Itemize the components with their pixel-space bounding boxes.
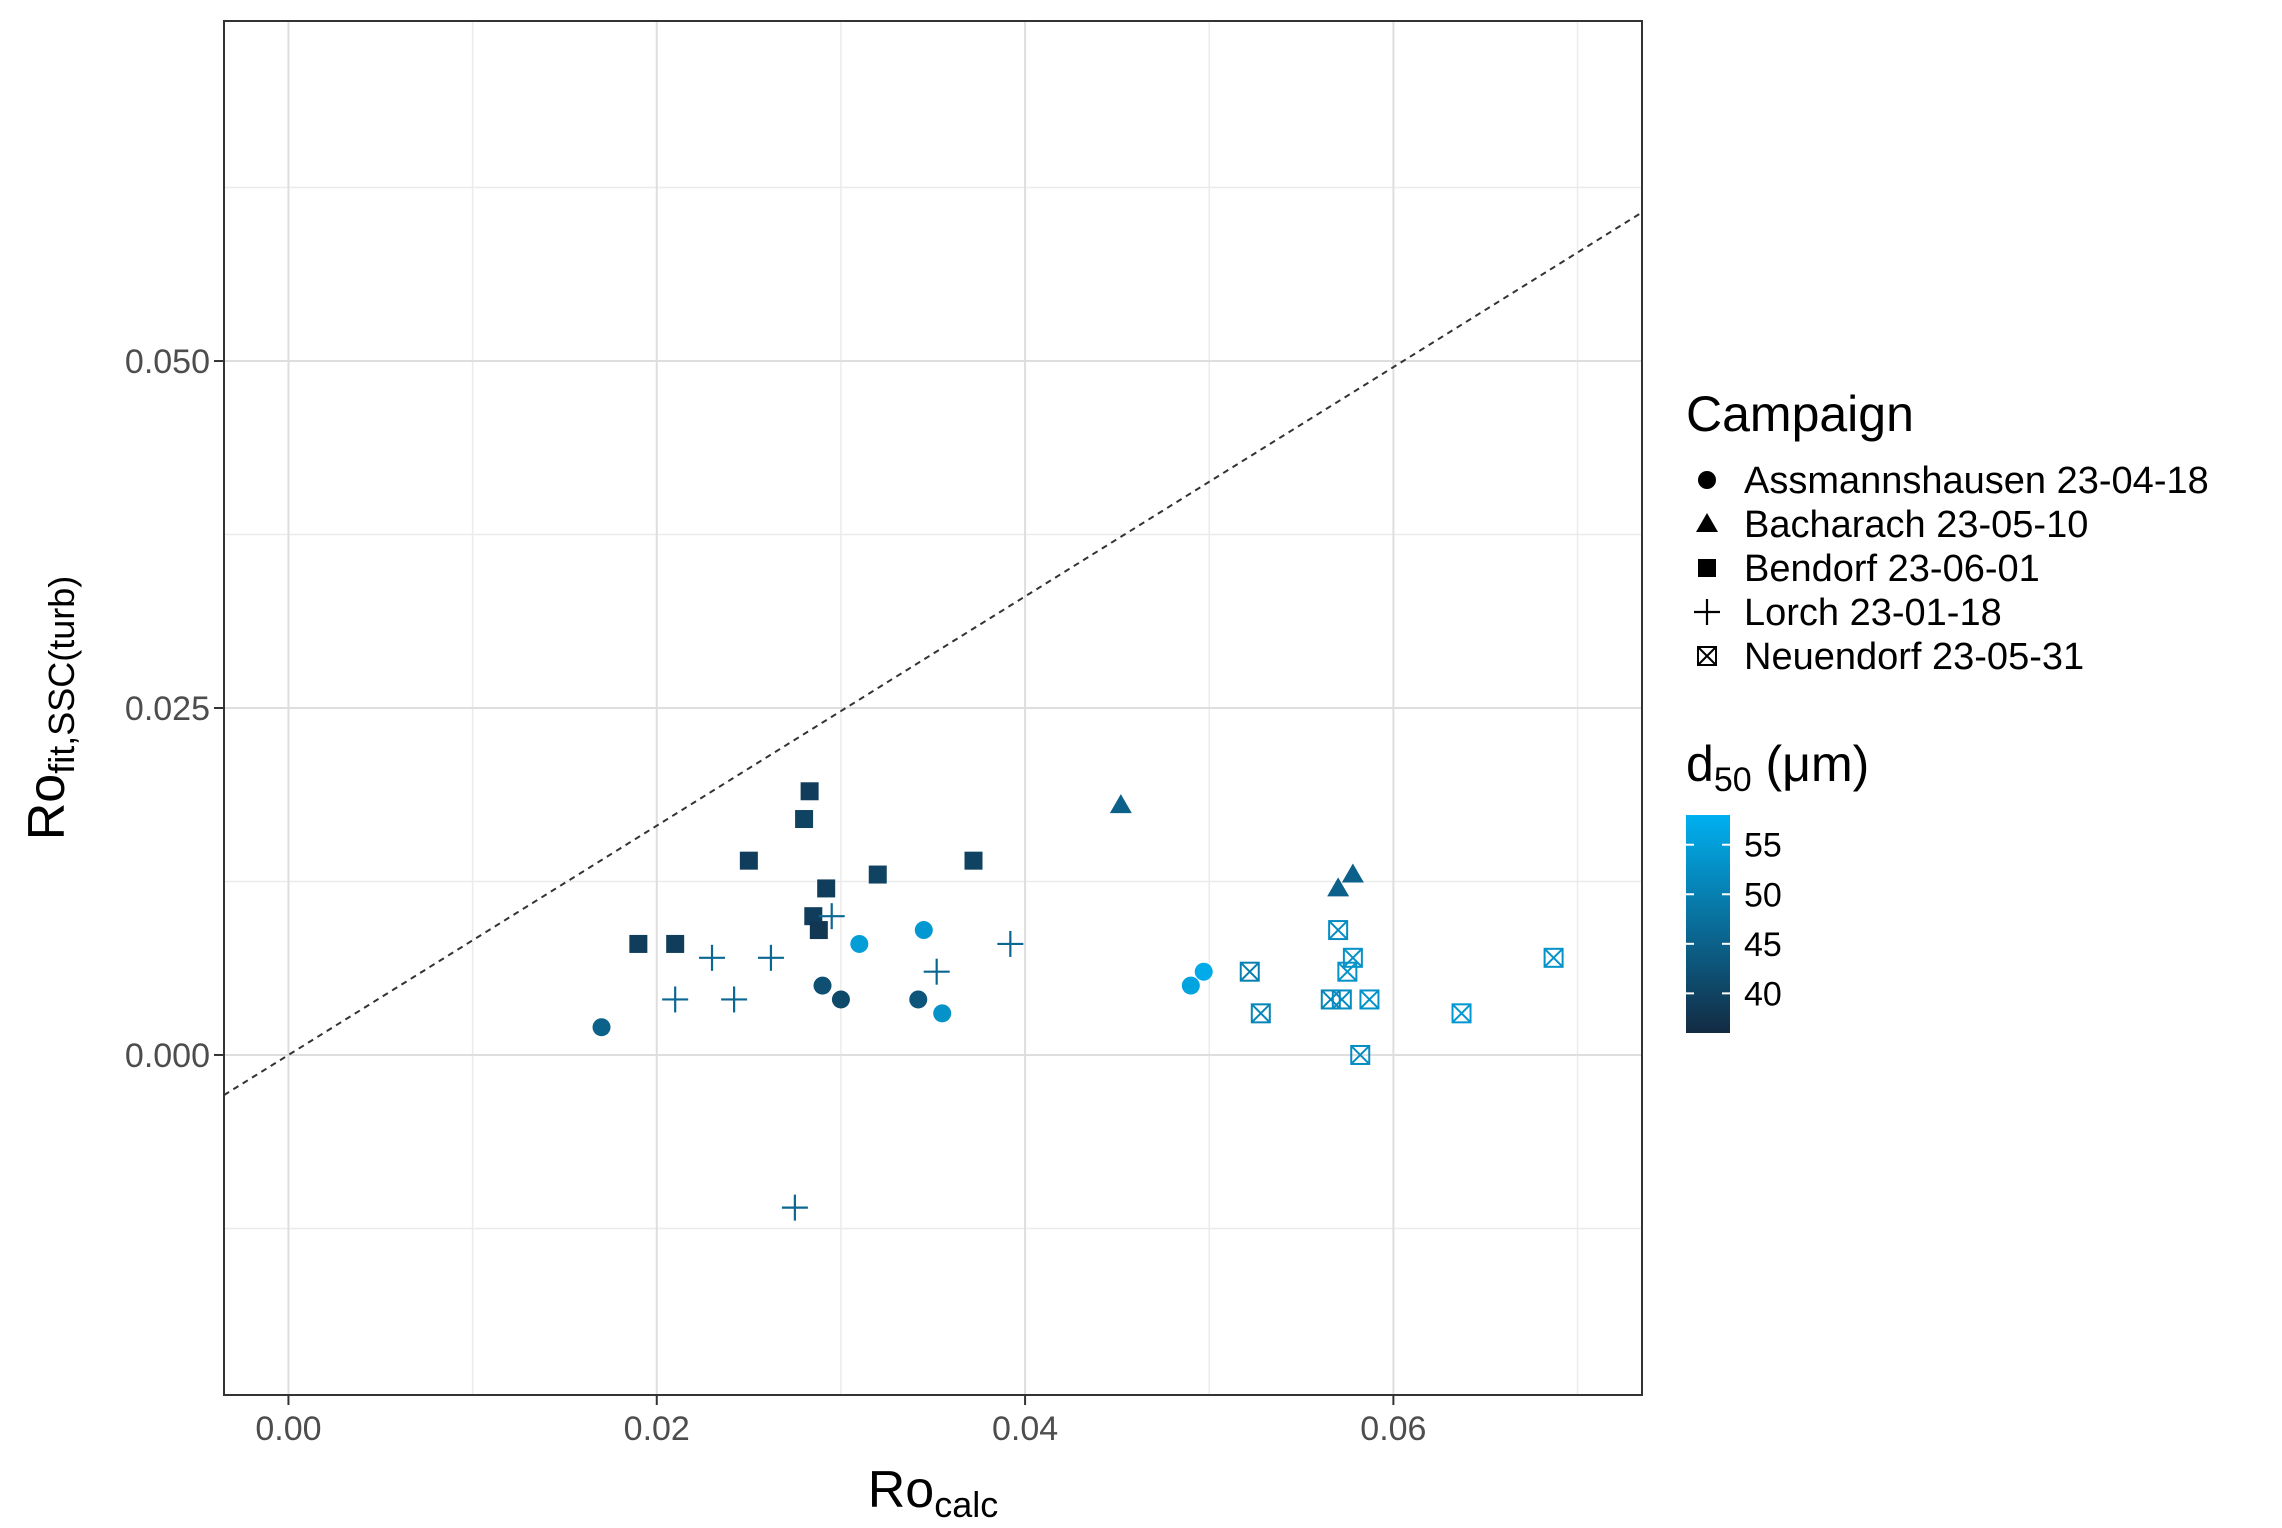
legend-label: Neuendorf 23-05-31 xyxy=(1744,636,2084,678)
point-triangle xyxy=(1341,863,1364,883)
legend-campaign: Campaign Assmannshausen 23-04-18Bacharac… xyxy=(1686,386,2209,678)
point-circle xyxy=(831,990,850,1009)
point-square xyxy=(804,907,823,926)
point-boxcross xyxy=(1543,947,1564,968)
point-plus xyxy=(923,958,950,985)
point-boxcross xyxy=(1331,989,1352,1010)
point-boxcross xyxy=(1328,920,1349,941)
colorbar-tick-label: 45 xyxy=(1744,926,1782,964)
point-circle xyxy=(1194,962,1213,981)
x-axis: 0.00 0.02 0.04 0.06 xyxy=(255,1395,1426,1448)
point-square xyxy=(868,865,887,884)
point-square xyxy=(629,934,648,953)
point-boxcross xyxy=(1350,1044,1371,1065)
point-square xyxy=(739,851,758,870)
y-axis-label: Rofit,SSC(turb) xyxy=(18,576,82,841)
x-axis-label-sub: calc xyxy=(934,1484,998,1525)
y-axis-label-main: Ro xyxy=(18,774,76,840)
y-axis: 0.000 0.025 0.050 xyxy=(125,343,224,1075)
x-tick-label: 0.06 xyxy=(1360,1410,1426,1448)
point-boxcross xyxy=(1451,1003,1472,1024)
y-tick-label: 0.000 xyxy=(125,1037,210,1075)
legend-key-triangle xyxy=(1696,513,1718,532)
legend-label: Bacharach 23-05-10 xyxy=(1744,504,2088,546)
y-tick-label: 0.025 xyxy=(125,690,210,728)
point-triangle xyxy=(1327,877,1350,897)
x-tick-label: 0.02 xyxy=(624,1410,690,1448)
point-square xyxy=(817,879,836,898)
point-square xyxy=(795,810,814,829)
legend-d50-title-rest: (μm) xyxy=(1752,736,1870,792)
point-circle xyxy=(592,1018,611,1037)
point-plus xyxy=(721,986,748,1013)
legend-label: Bendorf 23-06-01 xyxy=(1744,548,2040,590)
legend-label: Lorch 23-01-18 xyxy=(1744,592,2002,634)
point-triangle xyxy=(1109,794,1132,814)
legend-campaign-title: Campaign xyxy=(1686,386,1914,442)
legend-label: Assmannshausen 23-04-18 xyxy=(1744,460,2209,502)
reference-line-layer xyxy=(224,211,1642,1096)
point-boxcross xyxy=(1239,961,1260,982)
legend-key-circle xyxy=(1698,471,1716,489)
point-plus xyxy=(757,944,784,971)
x-axis-label-main: Ro xyxy=(868,1461,934,1519)
point-plus xyxy=(662,986,689,1013)
point-circle xyxy=(813,976,832,995)
point-boxcross xyxy=(1359,989,1380,1010)
colorbar-tick-label: 50 xyxy=(1744,876,1782,914)
point-boxcross xyxy=(1250,1003,1271,1024)
point-square xyxy=(666,934,685,953)
point-circle xyxy=(1181,976,1200,995)
point-plus xyxy=(781,1194,808,1221)
point-square xyxy=(800,782,819,801)
point-plus xyxy=(997,930,1024,957)
point-boxcross xyxy=(1342,947,1363,968)
x-tick-label: 0.04 xyxy=(992,1410,1058,1448)
colorbar xyxy=(1686,815,1730,1033)
point-plus xyxy=(699,944,726,971)
grid-major xyxy=(224,21,1642,1395)
legend-d50-title-sub: 50 xyxy=(1714,761,1752,799)
point-circle xyxy=(914,921,933,940)
y-tick-label: 0.050 xyxy=(125,343,210,381)
points-layer xyxy=(592,782,1564,1221)
colorbar-tick-label: 40 xyxy=(1744,975,1782,1013)
legend-d50-title: d50 (μm) xyxy=(1686,736,1869,799)
legend-key-plus xyxy=(1694,599,1720,625)
point-circle xyxy=(933,1004,952,1023)
legend-key-boxcross xyxy=(1697,646,1717,666)
point-circle xyxy=(850,934,869,953)
legend-key-square xyxy=(1698,559,1716,577)
legend-d50-title-main: d xyxy=(1686,736,1714,792)
x-tick-label: 0.00 xyxy=(255,1410,321,1448)
y-axis-label-sub: fit,SSC(turb) xyxy=(41,576,82,774)
point-circle xyxy=(909,990,928,1009)
point-square xyxy=(964,851,983,870)
colorbar-tick-label: 55 xyxy=(1744,827,1782,865)
x-axis-label: Rocalc xyxy=(868,1461,999,1525)
point-square xyxy=(809,921,828,940)
point-plus xyxy=(818,903,845,930)
reference-line xyxy=(224,211,1642,1096)
